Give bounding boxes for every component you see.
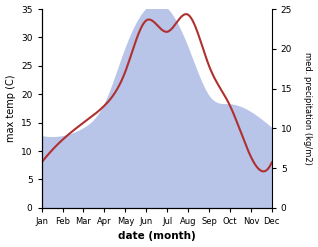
- X-axis label: date (month): date (month): [118, 231, 196, 242]
- Y-axis label: med. precipitation (kg/m2): med. precipitation (kg/m2): [303, 52, 313, 165]
- Y-axis label: max temp (C): max temp (C): [5, 75, 16, 142]
